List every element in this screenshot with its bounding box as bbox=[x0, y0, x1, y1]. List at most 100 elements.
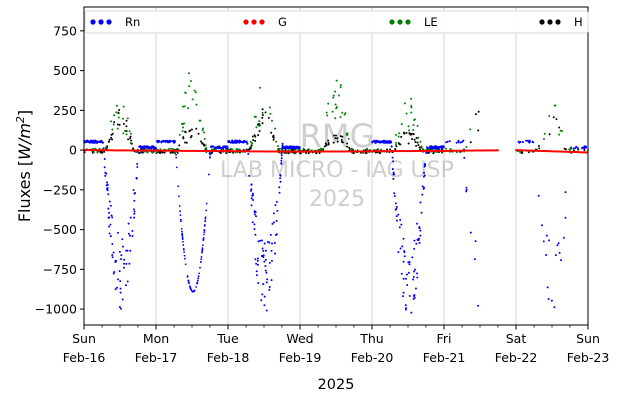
point-rn bbox=[540, 224, 543, 227]
point-rn bbox=[407, 261, 410, 264]
point-rn bbox=[200, 256, 203, 258]
point-h bbox=[327, 139, 330, 142]
x-tick-label-date: Feb-23 bbox=[567, 350, 610, 365]
point-le bbox=[237, 148, 240, 151]
point-rn bbox=[148, 145, 151, 148]
point-rn bbox=[131, 235, 134, 238]
point-h bbox=[117, 112, 120, 115]
point-rn bbox=[410, 311, 413, 314]
point-le bbox=[269, 112, 272, 115]
point-le bbox=[151, 151, 154, 154]
point-rn bbox=[564, 191, 567, 194]
point-rn bbox=[547, 239, 550, 242]
point-h bbox=[477, 129, 480, 132]
point-le bbox=[274, 127, 277, 130]
point-h bbox=[346, 145, 349, 148]
legend-marker-g bbox=[251, 19, 257, 25]
point-rn bbox=[108, 211, 111, 214]
point-le bbox=[341, 111, 344, 114]
point-h bbox=[130, 139, 133, 142]
point-le bbox=[117, 116, 120, 119]
point-h bbox=[253, 134, 256, 137]
point-rn bbox=[429, 146, 432, 149]
point-le bbox=[182, 105, 185, 108]
point-rn bbox=[393, 192, 396, 195]
point-le bbox=[183, 105, 186, 108]
point-rn bbox=[408, 263, 411, 266]
point-rn bbox=[225, 146, 227, 149]
legend-marker-h bbox=[547, 19, 553, 25]
point-h bbox=[125, 125, 128, 128]
point-le bbox=[182, 126, 185, 129]
point-h bbox=[163, 151, 166, 154]
legend-marker-rn bbox=[106, 19, 112, 25]
point-h bbox=[201, 142, 204, 145]
point-le bbox=[135, 151, 138, 154]
point-rn bbox=[204, 220, 207, 223]
point-rn bbox=[175, 166, 178, 169]
point-rn bbox=[371, 140, 374, 143]
point-le bbox=[146, 151, 149, 154]
point-le bbox=[230, 148, 233, 151]
point-le bbox=[350, 147, 353, 150]
point-le bbox=[395, 133, 398, 136]
point-rn bbox=[412, 275, 415, 278]
point-rn bbox=[238, 139, 241, 142]
point-le bbox=[261, 111, 264, 114]
point-rn bbox=[261, 255, 264, 258]
point-rn bbox=[201, 250, 204, 253]
x-tick-label-date: Feb-22 bbox=[495, 350, 538, 365]
point-rn bbox=[243, 139, 246, 142]
point-rn bbox=[400, 223, 403, 226]
point-rn bbox=[261, 239, 264, 242]
point-le bbox=[278, 147, 281, 150]
x-tick-label-day: Sun bbox=[72, 331, 96, 346]
point-le bbox=[327, 102, 330, 105]
point-rn bbox=[386, 140, 389, 143]
point-le bbox=[444, 147, 447, 150]
point-le bbox=[420, 146, 423, 149]
point-rn bbox=[576, 147, 579, 150]
point-rn bbox=[279, 177, 282, 180]
point-h bbox=[386, 148, 389, 151]
point-rn bbox=[425, 151, 428, 154]
point-rn bbox=[266, 240, 269, 243]
data-points bbox=[83, 72, 589, 314]
point-le bbox=[469, 128, 472, 131]
point-le bbox=[187, 107, 190, 110]
point-rn bbox=[439, 145, 442, 148]
point-rn bbox=[412, 295, 415, 298]
point-rn bbox=[175, 156, 178, 159]
point-rn bbox=[412, 278, 415, 281]
point-rn bbox=[121, 238, 124, 241]
point-le bbox=[251, 142, 254, 145]
point-rn bbox=[411, 256, 414, 259]
point-le bbox=[122, 132, 125, 135]
point-rn bbox=[418, 241, 421, 244]
point-le bbox=[115, 111, 118, 114]
point-rn bbox=[285, 145, 288, 148]
point-le bbox=[276, 145, 279, 148]
point-rn bbox=[253, 223, 256, 226]
point-h bbox=[469, 141, 472, 144]
point-h bbox=[412, 132, 415, 135]
point-rn bbox=[557, 242, 560, 245]
point-h bbox=[103, 150, 106, 153]
point-rn bbox=[405, 273, 408, 276]
point-rn bbox=[263, 260, 266, 263]
point-h bbox=[280, 152, 283, 155]
point-rn bbox=[106, 181, 109, 184]
point-le bbox=[238, 148, 241, 151]
point-rn bbox=[188, 282, 190, 285]
point-h bbox=[327, 141, 330, 144]
point-rn bbox=[127, 232, 130, 235]
point-rn bbox=[257, 240, 260, 243]
point-h bbox=[111, 138, 114, 141]
point-le bbox=[115, 104, 118, 107]
point-rn bbox=[280, 154, 283, 157]
point-rn bbox=[261, 293, 264, 296]
point-rn bbox=[268, 288, 271, 291]
point-rn bbox=[445, 141, 448, 144]
point-rn bbox=[289, 145, 292, 148]
point-rn bbox=[542, 240, 545, 243]
